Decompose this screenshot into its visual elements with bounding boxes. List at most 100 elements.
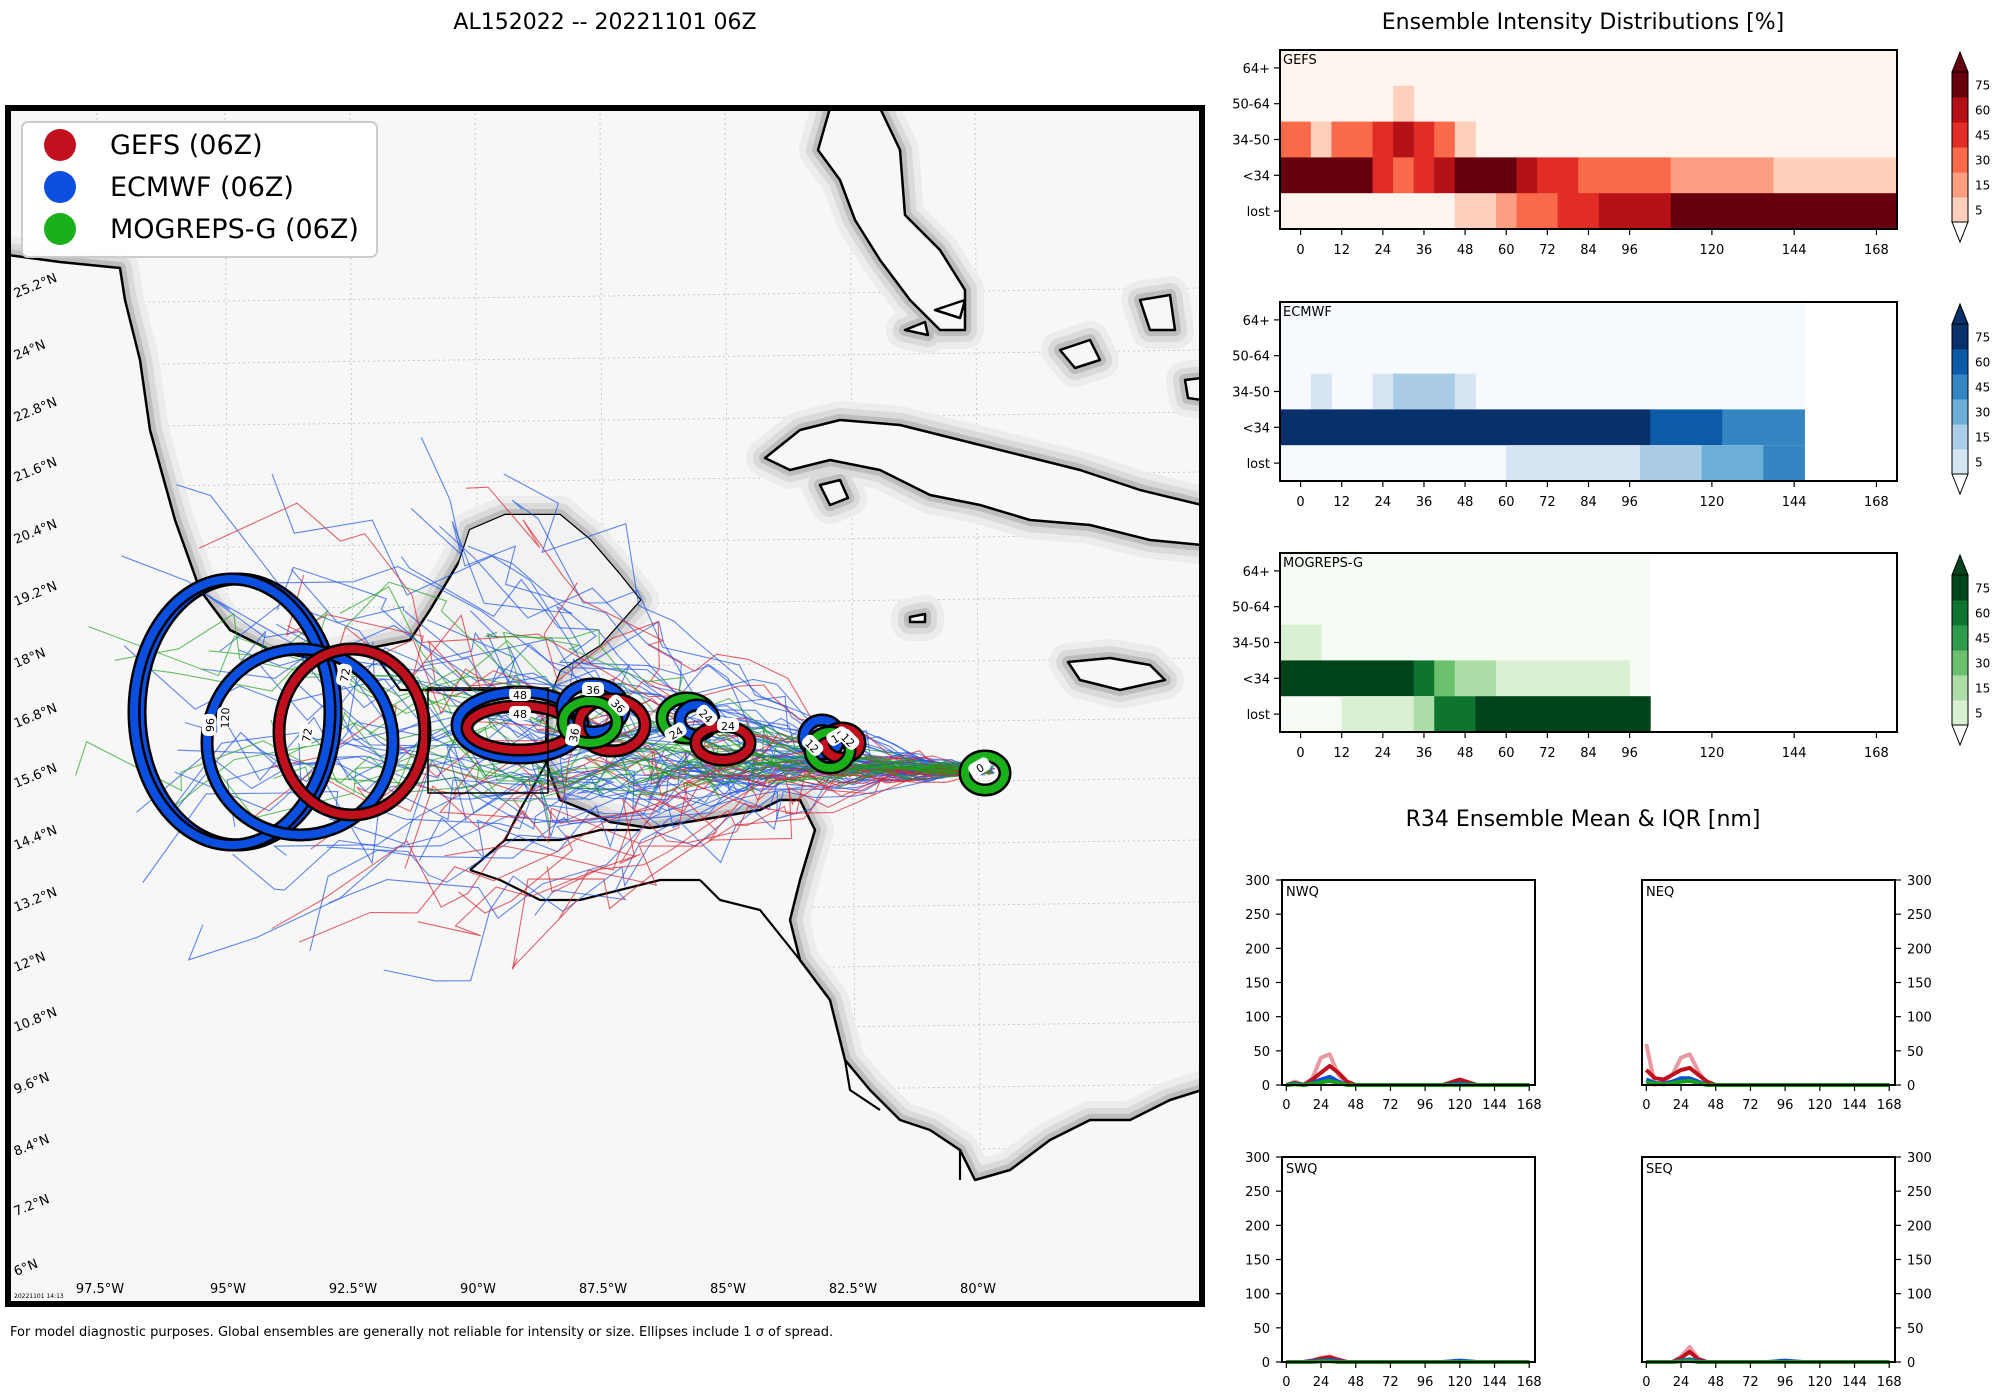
heatmap-cell	[1393, 373, 1456, 410]
r34-x-label: 120	[1447, 1375, 1472, 1390]
r34-y-label: 300	[1245, 874, 1270, 889]
r34-x-label: 24	[1673, 1375, 1690, 1390]
colorbar-segment	[1952, 700, 1968, 726]
colorbar-label: 45	[1975, 129, 1990, 143]
legend-marker	[44, 213, 76, 245]
heatmap-cell	[1434, 121, 1456, 158]
colorbar-segment	[1952, 349, 1968, 375]
r34-x-label: 120	[1807, 1375, 1832, 1390]
r34-y-label: 50	[1253, 1045, 1270, 1060]
colorbar-segment	[1952, 147, 1968, 173]
legend-label: ECMWF (06Z)	[110, 172, 294, 203]
heatmap-cell	[1280, 302, 1805, 339]
r34-y-label: 100	[1245, 1288, 1270, 1303]
ellipse-label-text: 36	[567, 727, 582, 743]
ellipse-label-text: 36	[586, 684, 600, 697]
r34-y-label: 250	[1245, 908, 1270, 923]
heatmap-cell	[1773, 157, 1898, 194]
lon-tick-label: 82.5°W	[829, 1282, 877, 1297]
heatmap-cell	[1650, 409, 1723, 446]
r34-x-label: 24	[1313, 1098, 1330, 1113]
r34-x-label: 168	[1517, 1098, 1542, 1113]
heatmap-x-label: 96	[1621, 495, 1638, 510]
colorbar-extend-top	[1951, 302, 1969, 325]
heatmap-cell	[1393, 121, 1415, 158]
heatmap-cell	[1413, 660, 1435, 697]
colorbar-label: 5	[1975, 707, 1983, 721]
ellipse-hour-label: 96	[201, 713, 217, 737]
heatmap-x-label: 24	[1375, 746, 1392, 761]
r34-x-label: 0	[1642, 1098, 1650, 1113]
heatmap-row-label: 64+	[1243, 314, 1270, 329]
map-frame	[5, 105, 1205, 1307]
heatmap-cell	[1372, 157, 1394, 194]
footnote: For model diagnostic purposes. Global en…	[10, 1325, 833, 1340]
r34-y-label: 50	[1253, 1322, 1270, 1337]
heatmap-x-label: 168	[1864, 495, 1889, 510]
heatmap-cell	[1557, 193, 1600, 230]
colorbar-segment	[1952, 172, 1968, 198]
colorbar-label: 75	[1975, 582, 1990, 596]
lat-gridline	[8, 287, 1202, 305]
r34-x-label: 0	[1642, 1375, 1650, 1390]
colorbar-label: 75	[1975, 79, 1990, 93]
lon-tick-label: 87.5°W	[579, 1282, 627, 1297]
r34-y-label: 0	[1262, 1079, 1270, 1094]
heatmap-cell	[1280, 588, 1651, 626]
ellipse-hour-label: 36	[565, 723, 582, 747]
heatmap-cell	[1598, 193, 1672, 230]
colorbar-label: 30	[1975, 406, 1990, 420]
intensity-heatmaps: GEFS 64+ 50-64 34-50 <34 lost 0 12 24 36 48 60 72 84 9…	[1232, 49, 1990, 761]
colorbar-label: 15	[1975, 682, 1990, 696]
r34-x-label: 96	[1417, 1098, 1434, 1113]
track-line	[537, 747, 976, 829]
ellipse-label-text: 96	[204, 718, 217, 732]
r34-x-label: 0	[1282, 1375, 1290, 1390]
land-polygon	[1058, 338, 1102, 370]
heatmap-x-label: 84	[1580, 746, 1597, 761]
r34-y-label: 250	[1907, 1185, 1932, 1200]
r34-x-label: 168	[1877, 1375, 1902, 1390]
colorbar-segment	[1952, 399, 1968, 425]
ellipse-hour-label: 72	[298, 723, 315, 747]
ellipse-label-bg	[968, 757, 991, 777]
heatmap-row-label: 50-64	[1232, 98, 1270, 113]
heatmap-cell	[1310, 121, 1332, 158]
map-title: AL152022 -- 20221101 06Z	[453, 10, 756, 35]
r34-x-label: 168	[1877, 1098, 1902, 1113]
r34-x-label: 96	[1417, 1375, 1434, 1390]
heatmap-x-label: 120	[1699, 746, 1724, 761]
timestamp: 20221101 14:13	[14, 1293, 64, 1300]
heatmap-x-label: 36	[1416, 243, 1433, 258]
r34-x-label: 96	[1777, 1375, 1794, 1390]
lat-gridline	[8, 533, 1202, 551]
legend-marker	[44, 171, 76, 203]
r34-y-label: 250	[1907, 908, 1932, 923]
heatmap-cell	[1454, 157, 1518, 194]
map-legend: GEFS (06Z) ECMWF (06Z) MOGREPS-G (06Z)	[21, 121, 378, 258]
heatmap-cell	[1393, 85, 1415, 123]
r34-y-label: 50	[1907, 1045, 1924, 1060]
ellipse-hour-label: 120	[216, 706, 232, 730]
track-line	[546, 762, 978, 894]
r34-x-label: 72	[1382, 1375, 1399, 1390]
r34-y-label: 100	[1907, 1288, 1932, 1303]
heatmap-cell	[1280, 553, 1651, 590]
heatmap-cell	[1280, 193, 1456, 230]
r34-y-label: 100	[1907, 1011, 1932, 1026]
heatmap-cell	[1639, 445, 1703, 482]
track-line	[511, 766, 990, 969]
track-line	[298, 766, 991, 943]
legend-marker	[44, 129, 76, 161]
r34-x-label: 96	[1777, 1098, 1794, 1113]
heatmap-row-label: 34-50	[1232, 637, 1270, 652]
heatmap-cell	[1413, 121, 1435, 158]
colorbar-extend-top	[1951, 50, 1969, 73]
heatmap-title: GEFS	[1283, 53, 1317, 68]
colorbar-segment	[1952, 449, 1968, 475]
heatmap-x-label: 168	[1864, 243, 1889, 258]
ellipse-label-bg	[608, 694, 630, 716]
r34-x-label: 168	[1517, 1375, 1542, 1390]
